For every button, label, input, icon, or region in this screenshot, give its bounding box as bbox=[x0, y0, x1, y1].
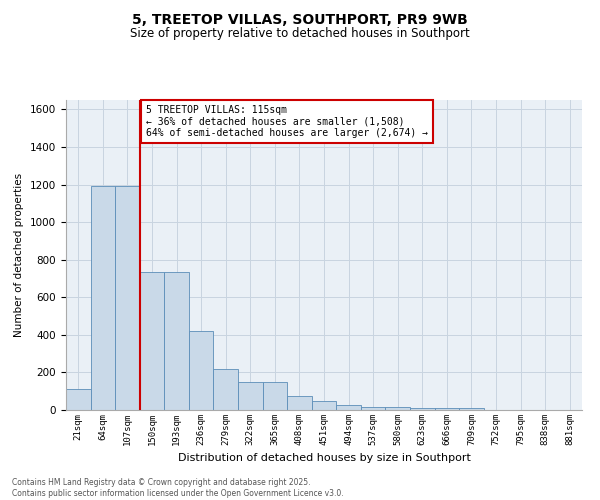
Bar bbox=[336, 404, 361, 410]
Text: Size of property relative to detached houses in Southport: Size of property relative to detached ho… bbox=[130, 28, 470, 40]
X-axis label: Distribution of detached houses by size in Southport: Distribution of detached houses by size … bbox=[178, 454, 470, 464]
Bar bbox=[214, 368, 238, 410]
Bar bbox=[459, 408, 484, 410]
Bar bbox=[140, 272, 164, 410]
Bar bbox=[263, 382, 287, 410]
Bar bbox=[238, 382, 263, 410]
Bar bbox=[287, 396, 312, 410]
Bar bbox=[312, 400, 336, 410]
Bar bbox=[115, 186, 140, 410]
Text: Contains HM Land Registry data © Crown copyright and database right 2025.
Contai: Contains HM Land Registry data © Crown c… bbox=[12, 478, 344, 498]
Bar bbox=[189, 331, 214, 410]
Bar bbox=[361, 406, 385, 410]
Bar bbox=[66, 390, 91, 410]
Bar bbox=[385, 406, 410, 410]
Bar bbox=[434, 408, 459, 410]
Text: 5 TREETOP VILLAS: 115sqm
← 36% of detached houses are smaller (1,508)
64% of sem: 5 TREETOP VILLAS: 115sqm ← 36% of detach… bbox=[146, 104, 428, 138]
Text: 5, TREETOP VILLAS, SOUTHPORT, PR9 9WB: 5, TREETOP VILLAS, SOUTHPORT, PR9 9WB bbox=[132, 12, 468, 26]
Bar bbox=[164, 272, 189, 410]
Y-axis label: Number of detached properties: Number of detached properties bbox=[14, 173, 25, 337]
Bar bbox=[410, 408, 434, 410]
Bar bbox=[91, 186, 115, 410]
